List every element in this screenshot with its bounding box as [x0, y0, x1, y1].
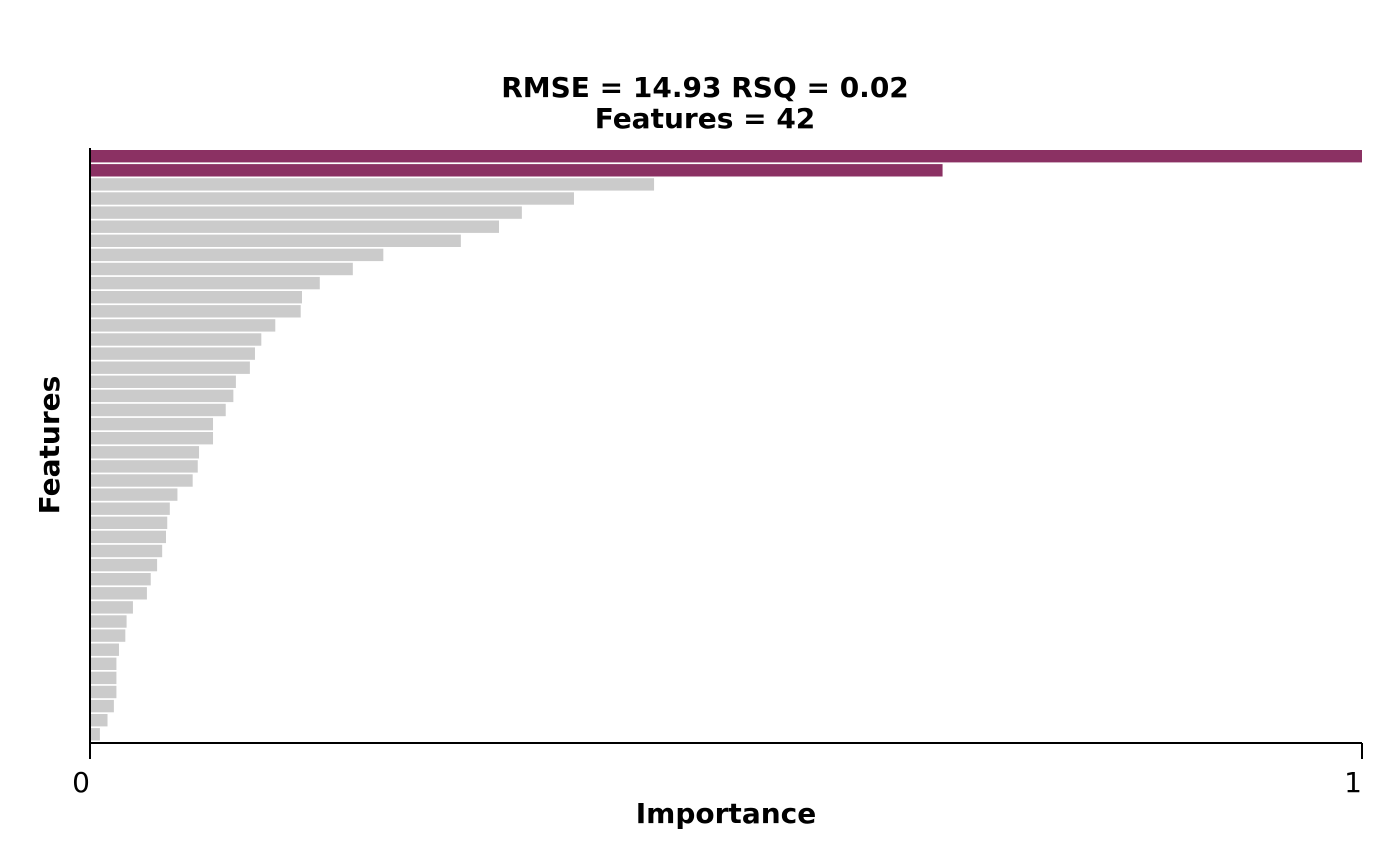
x-tick-label-1: 1: [1344, 766, 1362, 799]
bar-27: [91, 516, 168, 529]
bar-30: [91, 558, 158, 572]
bar-17: [91, 375, 236, 388]
bar-18: [91, 389, 234, 403]
x-axis-title: Importance: [636, 797, 816, 830]
bar-22: [91, 446, 200, 459]
bar-2: [91, 164, 943, 177]
bar-10: [91, 276, 320, 290]
bar-20: [91, 417, 214, 431]
chart-title-line2: Features = 42: [595, 102, 816, 135]
bar-13: [91, 319, 276, 332]
bar-39: [91, 685, 117, 699]
bar-7: [91, 234, 461, 247]
bars-group: [91, 150, 1362, 741]
bar-3: [91, 178, 655, 191]
bar-37: [91, 657, 117, 670]
bar-9: [91, 262, 353, 276]
x-tick-label-0: 0: [72, 766, 90, 799]
bar-23: [91, 460, 198, 473]
bar-41: [91, 714, 108, 727]
bar-33: [91, 601, 133, 614]
bar-24: [91, 474, 193, 487]
bar-11: [91, 291, 302, 304]
bar-36: [91, 643, 119, 656]
bar-8: [91, 248, 384, 262]
bar-1: [91, 150, 1362, 163]
bar-14: [91, 333, 262, 346]
y-axis-title: Features: [33, 376, 66, 515]
bar-34: [91, 615, 127, 628]
bar-35: [91, 629, 126, 642]
bar-15: [91, 347, 255, 360]
bar-19: [91, 403, 226, 417]
bar-28: [91, 530, 166, 544]
bar-29: [91, 544, 163, 558]
bar-16: [91, 361, 250, 374]
bar-32: [91, 587, 147, 600]
bar-6: [91, 220, 499, 233]
bar-4: [91, 192, 574, 205]
bar-31: [91, 573, 151, 586]
bar-38: [91, 671, 117, 685]
bar-26: [91, 502, 170, 515]
bar-25: [91, 488, 178, 501]
chart-title-line1: RMSE = 14.93 RSQ = 0.02: [501, 71, 909, 104]
bar-21: [91, 432, 214, 445]
bar-40: [91, 699, 114, 713]
bar-42: [91, 728, 100, 741]
bar-5: [91, 206, 522, 219]
bar-12: [91, 305, 301, 318]
